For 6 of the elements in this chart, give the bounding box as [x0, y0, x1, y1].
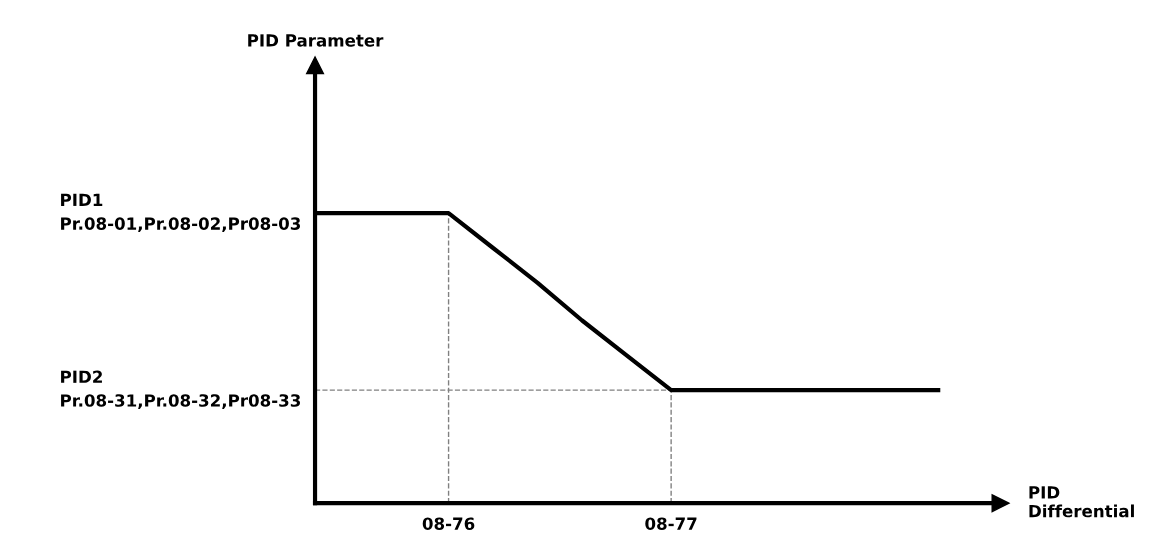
text: PID2 Pr.08-31,Pr.08-32,Pr08-33	[61, 370, 301, 409]
x-axis-title: PID Differential	[1029, 486, 1134, 518]
x-tick-label: 08-76	[422, 517, 475, 530]
text: PID Parameter	[248, 34, 384, 47]
x-tick-label: 08-77	[645, 517, 697, 530]
text: PID1 Pr.08-01,Pr.08-02,Pr08-03	[61, 193, 301, 233]
